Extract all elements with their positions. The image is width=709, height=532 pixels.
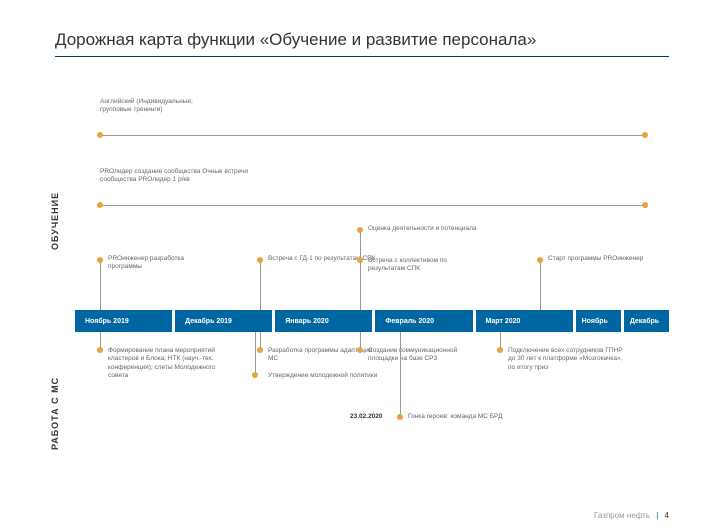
note-race: Гонка героев: команда МС БРД [408, 413, 502, 421]
note-english: Английский (Индивидуальные; групповые тр… [100, 98, 210, 115]
dot-comm [357, 347, 363, 353]
title-underline [55, 56, 669, 57]
footer-page: 4 [665, 511, 669, 520]
dot-english-start [97, 132, 103, 138]
note-prolider: PROлидер создание сообщества Очные встре… [100, 168, 250, 185]
note-start-proeng: Старт программы PROинженер [548, 255, 643, 263]
dot-meet-gd [257, 257, 263, 263]
dot-prolider-start [97, 202, 103, 208]
bar-english [100, 135, 645, 136]
dot-adapt [257, 347, 263, 353]
track-label-training: ОБУЧЕНИЕ [50, 192, 60, 250]
dot-assessment [357, 227, 363, 233]
dot-meet-team [357, 257, 363, 263]
month-box: Март 2020 [476, 310, 573, 332]
note-policy: Утверждение молодежной политики [268, 372, 377, 380]
tick-assessment [360, 230, 361, 310]
race-date: 23.02.2020 [350, 413, 383, 420]
note-assessment: Оценка деятельности и потенциала [368, 225, 477, 233]
track-label-mc: РАБОТА С МС [50, 377, 60, 450]
month-box: Декабрь 2019 [175, 310, 272, 332]
note-meet-team: Встреча с коллективом по результатам СПК [368, 257, 478, 274]
footer-company: Газпром нефть [594, 511, 650, 520]
month-box: Февраль 2020 [375, 310, 472, 332]
note-connect: Подключение всех сотрудников ГПНР до 30 … [508, 347, 628, 372]
dot-race [397, 414, 403, 420]
tick-proeng-dev [100, 260, 101, 310]
bar-prolider [100, 205, 645, 206]
dot-proeng-dev [97, 257, 103, 263]
footer-sep: | [656, 511, 658, 520]
tick-policy [255, 332, 256, 375]
month-box: Январь 2020 [275, 310, 372, 332]
month-box: Ноябрь 2019 [75, 310, 172, 332]
month-box: Ноябрь [576, 310, 621, 332]
dot-policy [252, 372, 258, 378]
tick-race [400, 332, 401, 417]
month-box: Декабрь [624, 310, 669, 332]
dot-english-end [642, 132, 648, 138]
timeline-row: Ноябрь 2019 Декабрь 2019 Январь 2020 Фев… [75, 310, 669, 332]
tick-meet-gd [260, 260, 261, 310]
dot-connect [497, 347, 503, 353]
note-comm: Создание коммуникационной площадки на ба… [368, 347, 478, 364]
dot-start-proeng [537, 257, 543, 263]
note-proeng-dev: PROинженер разработка программы [108, 255, 218, 272]
tick-start-proeng [540, 260, 541, 310]
dot-prolider-end [642, 202, 648, 208]
footer: Газпром нефть | 4 [594, 511, 669, 520]
page-title: Дорожная карта функции «Обучение и разви… [55, 30, 536, 50]
note-plan: Формирование плана мероприятий кластеров… [108, 347, 223, 381]
dot-plan [97, 347, 103, 353]
